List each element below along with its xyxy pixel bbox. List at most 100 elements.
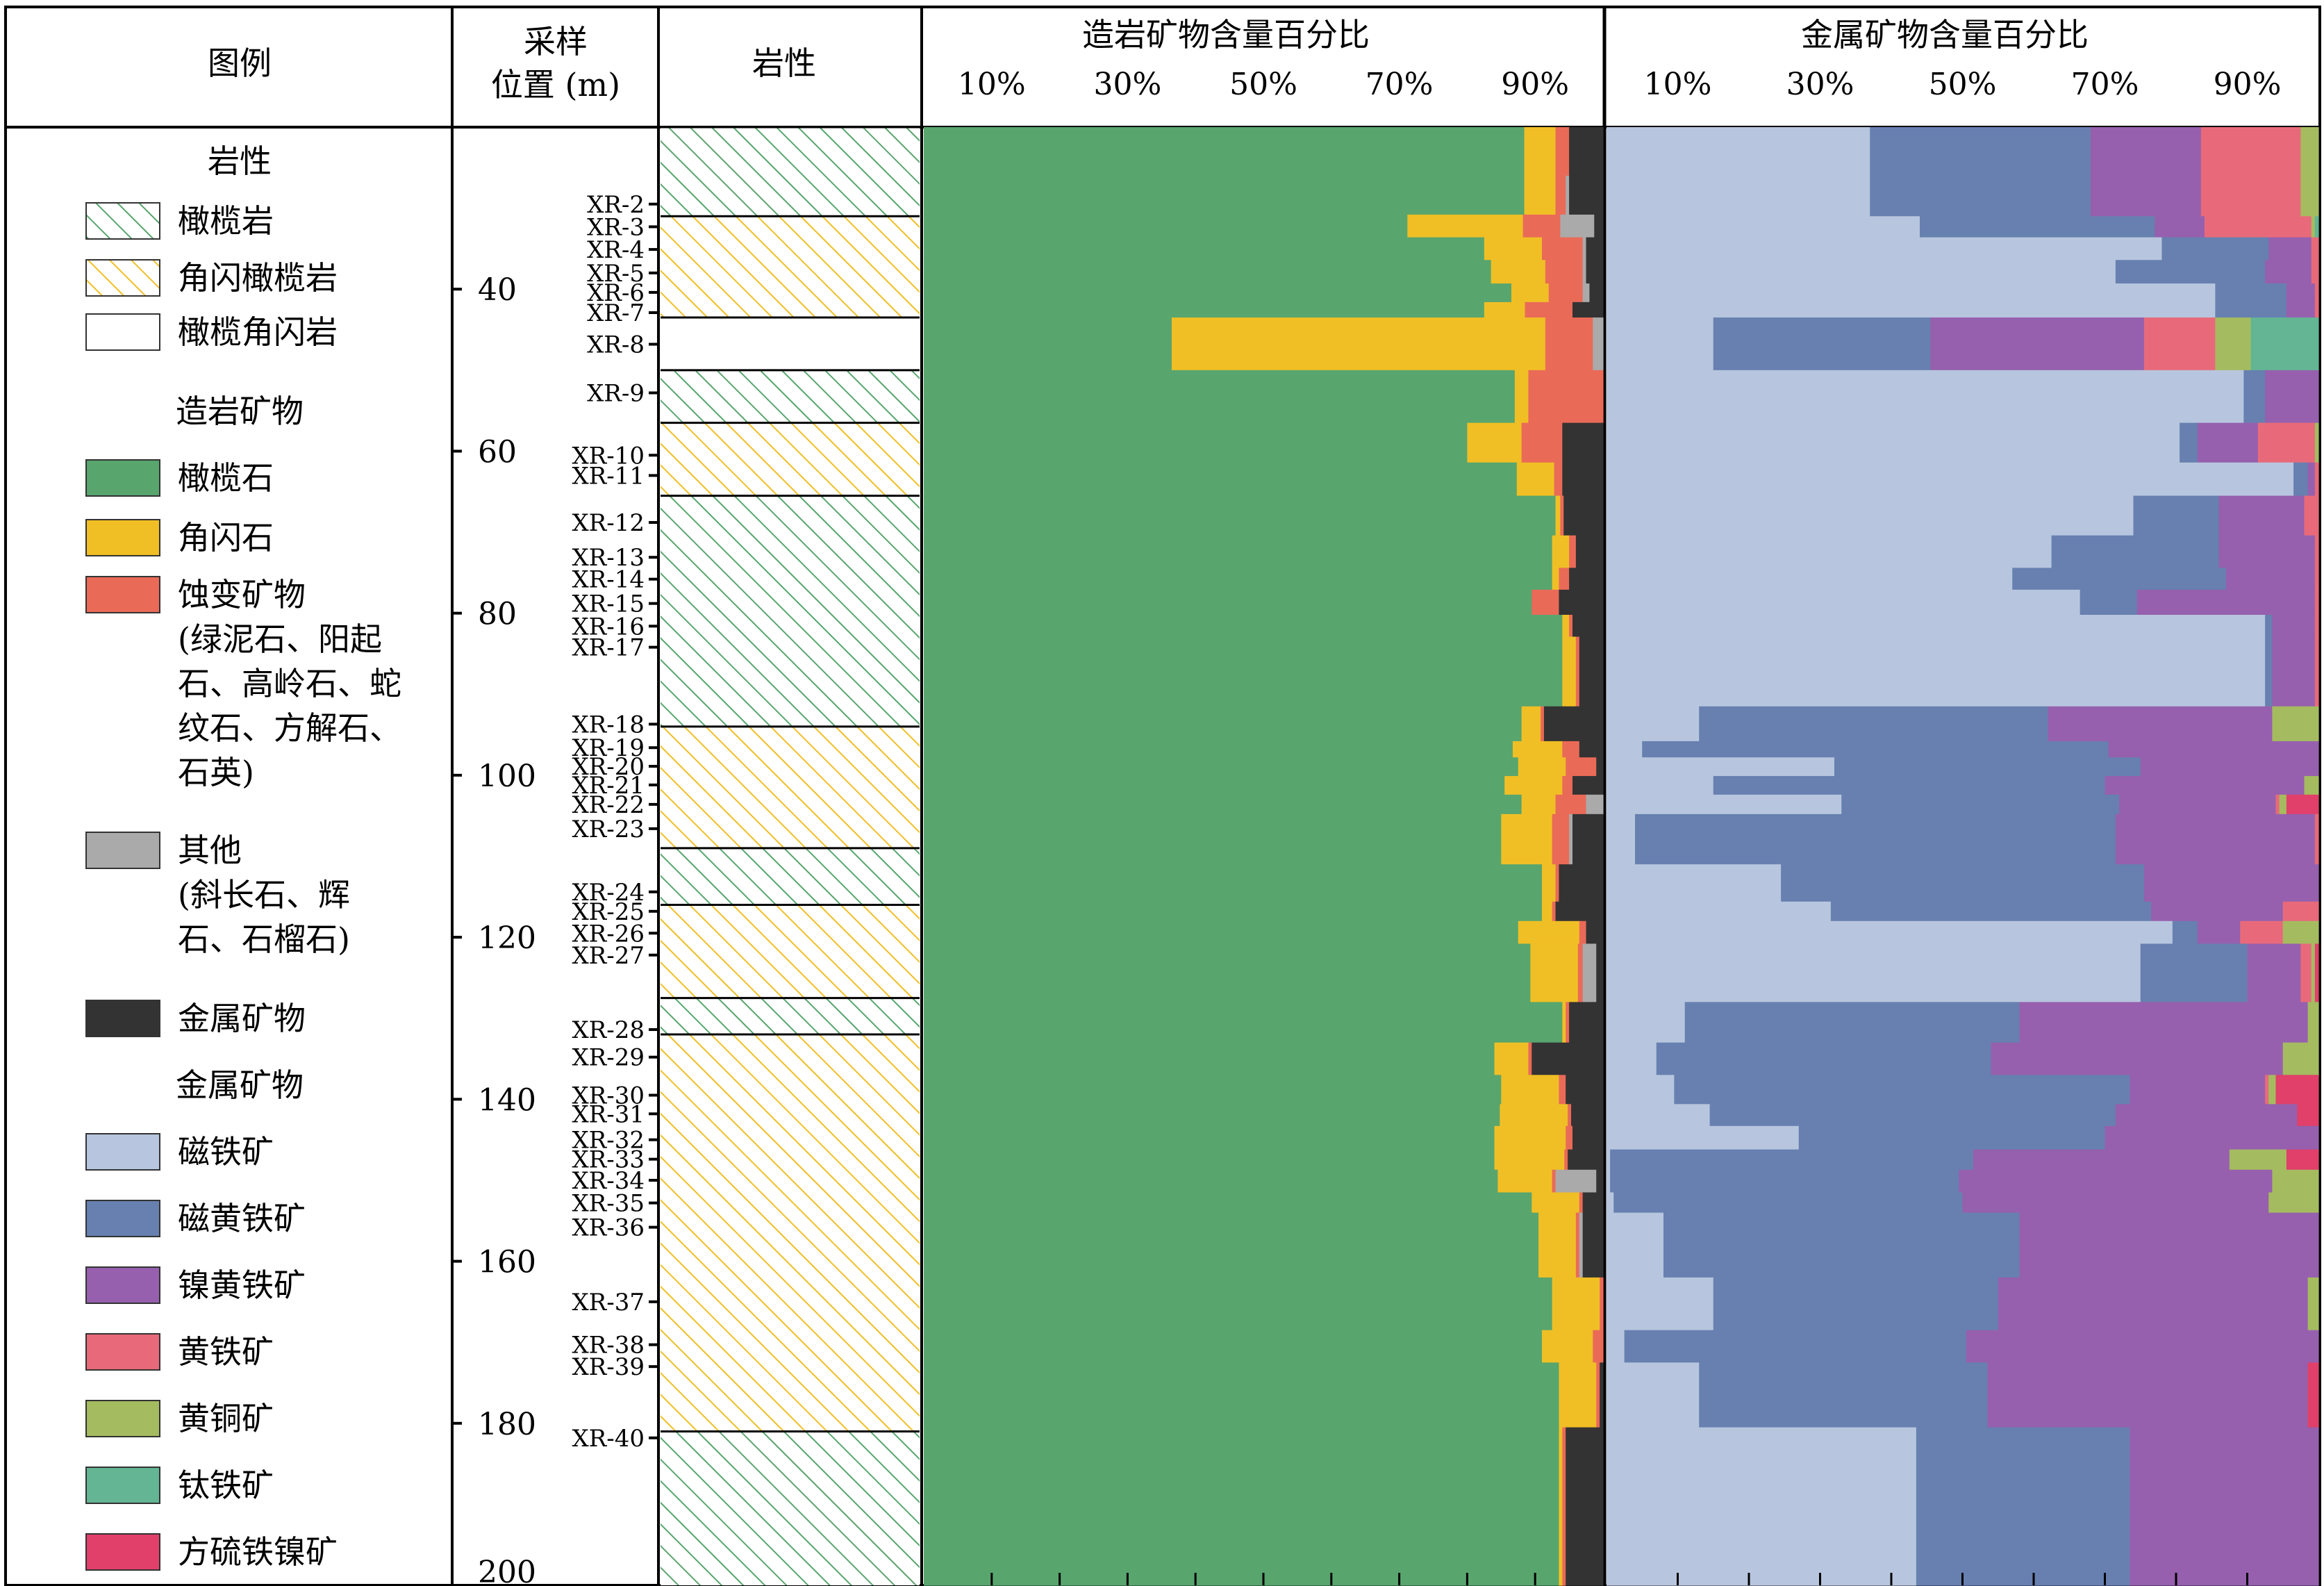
legend-label-ilmenite: 钛铁矿 bbox=[178, 1467, 274, 1504]
legend-rock-title: 造岩矿物 bbox=[176, 393, 304, 430]
sample-label: XR-30 bbox=[572, 1082, 645, 1110]
rock-bar-olivine bbox=[924, 741, 1513, 758]
legend-label-olivine_hornblendite: 橄榄角闪岩 bbox=[178, 313, 338, 351]
rock-bar-olivine bbox=[924, 1192, 1532, 1214]
metal-bar-magnetite bbox=[1607, 1075, 1675, 1105]
rock-bar-metal bbox=[1586, 237, 1604, 261]
x-tick-label: 10% bbox=[958, 67, 1026, 102]
sample-label: XR-24 bbox=[572, 879, 645, 907]
metal-bar-magnetite bbox=[1607, 636, 2266, 707]
lithology-column bbox=[661, 126, 920, 1585]
sample-label: XR-35 bbox=[572, 1190, 645, 1218]
rock-bar-olivine bbox=[924, 1149, 1495, 1171]
rock-bar-metal bbox=[1582, 1192, 1604, 1214]
metal-bar-chalcopyrite bbox=[2215, 317, 2252, 371]
x-tick-label: 70% bbox=[1366, 67, 1434, 102]
lithology-layer-peridotite bbox=[661, 998, 920, 1035]
rock-bar-alteration bbox=[1541, 706, 1545, 742]
rock-bar-olivine bbox=[924, 301, 1485, 318]
legend-label-pyrite: 黄铁矿 bbox=[178, 1333, 274, 1371]
sample-label: XR-12 bbox=[572, 509, 645, 537]
metal-bar-magnetite bbox=[1607, 127, 1870, 176]
metal-bar-chalcopyrite bbox=[2311, 216, 2316, 238]
rock-bar-other bbox=[1582, 237, 1587, 261]
rock-bar-metal bbox=[1579, 636, 1604, 707]
rock-bar-olivine bbox=[924, 317, 1172, 371]
rock-bar-alteration bbox=[1548, 283, 1584, 303]
metal-x-tick-labels: 10% 30% 50% 70% 90% bbox=[1644, 67, 2282, 102]
metal-bar-pyrite bbox=[2314, 589, 2319, 616]
rock-bar-alteration bbox=[1555, 127, 1570, 176]
rock-bar-alteration bbox=[1552, 813, 1570, 865]
rock-bar-alteration bbox=[1568, 1104, 1572, 1127]
rock-bar-alteration bbox=[1566, 1002, 1570, 1043]
rock-bar-alteration bbox=[1541, 237, 1584, 261]
metal-bar-pyrite bbox=[2143, 317, 2216, 371]
rock-bar-hornblende bbox=[1514, 370, 1529, 424]
rock-bar-hornblende bbox=[1552, 1277, 1600, 1331]
rock-bar-other bbox=[1582, 260, 1587, 284]
legend-label-violarite: 方硫铁镍矿 bbox=[178, 1533, 338, 1571]
lithology-layer-hornblende_peridotite bbox=[661, 216, 920, 318]
legend-header: 图例 bbox=[208, 44, 272, 82]
metal-bar-magnetite bbox=[1607, 535, 2052, 568]
rock-bar-alteration bbox=[1562, 741, 1580, 758]
metal-bar-magnetite bbox=[1607, 370, 2244, 424]
metal-bar-chalcopyrite bbox=[2272, 706, 2319, 742]
rock-bar-olivine bbox=[924, 776, 1505, 795]
metal-bar-magnetite bbox=[1607, 813, 1636, 865]
rock-bar-hornblende bbox=[1518, 757, 1566, 777]
metal-bar-pyrrhotite bbox=[2180, 422, 2198, 463]
rock-bar-alteration bbox=[1532, 589, 1560, 616]
metal-bar-pentlandite bbox=[1959, 1169, 2273, 1193]
metal-bar-pyrrhotite bbox=[1713, 317, 1931, 371]
sample-label: XR-5 bbox=[587, 260, 645, 288]
x-tick-label: 50% bbox=[1929, 67, 1997, 102]
sample-label: XR-32 bbox=[572, 1127, 645, 1155]
sample-label: XR-28 bbox=[572, 1016, 645, 1044]
rock-bar-metal bbox=[1559, 589, 1604, 616]
sample-label: XR-4 bbox=[587, 236, 645, 264]
x-tick-label: 50% bbox=[1229, 67, 1297, 102]
metal-bar-pentlandite bbox=[2130, 1075, 2266, 1105]
legend-label-hornblende_peridotite: 角闪橄榄岩 bbox=[178, 259, 338, 297]
x-tick-label: 70% bbox=[2071, 67, 2139, 102]
metal-bar-pentlandite bbox=[2265, 370, 2319, 424]
metal-bar-pyrrhotite bbox=[1642, 741, 2109, 758]
metal-bar-ilmenite bbox=[2314, 216, 2319, 238]
sample-label: XR-15 bbox=[572, 590, 645, 618]
rock-bar-alteration bbox=[1564, 1149, 1568, 1171]
metal-bar-magnetite bbox=[1607, 864, 1782, 902]
metal-bar-pentlandite bbox=[2197, 920, 2241, 945]
metal-bar-magnetite bbox=[1607, 283, 2216, 303]
depth-tick-label: 120 bbox=[478, 920, 536, 956]
rock-bar-olivine bbox=[924, 1277, 1553, 1331]
metal-bar-pentlandite bbox=[2155, 216, 2205, 238]
rock-bar-hornblende bbox=[1501, 813, 1553, 865]
metal-bar-pyrrhotite bbox=[1610, 1149, 1974, 1171]
rock-bar-metal bbox=[1572, 301, 1604, 318]
metal-bar-pyrite bbox=[2200, 175, 2301, 217]
metal-bar-pentlandite bbox=[2268, 237, 2312, 261]
x-tick-label: 10% bbox=[1644, 67, 1712, 102]
depth-header-line2: 位置 (m) bbox=[491, 66, 620, 104]
sample-label: XR-14 bbox=[572, 566, 645, 594]
depth-tick-label: 60 bbox=[478, 434, 517, 470]
metal-bar-pyrite bbox=[2300, 943, 2312, 1002]
metal-bar-magnetite bbox=[1607, 614, 2266, 638]
rock-bar-hornblende bbox=[1541, 1330, 1593, 1363]
lithology-layer-peridotite bbox=[661, 1431, 920, 1585]
metal-bar-pyrrhotite bbox=[1699, 1362, 1988, 1428]
rock-bar-metal bbox=[1594, 214, 1604, 238]
metal-bar-pyrrhotite bbox=[2051, 535, 2220, 568]
sample-label: XR-8 bbox=[587, 331, 645, 359]
rock-bar-alteration bbox=[1560, 495, 1564, 536]
rock-bar-olivine bbox=[924, 794, 1522, 815]
metal-bar-pentlandite bbox=[2019, 1002, 2309, 1043]
metal-bar-ilmenite bbox=[2250, 317, 2319, 371]
lithology-layer-hornblende_peridotite bbox=[661, 422, 920, 496]
rock-x-tick-labels: 10% 30% 50% 70% 90% bbox=[958, 67, 1569, 102]
legend-label-hornblende: 角闪石 bbox=[178, 519, 274, 556]
lithology-layer-hornblende_peridotite bbox=[661, 726, 920, 848]
